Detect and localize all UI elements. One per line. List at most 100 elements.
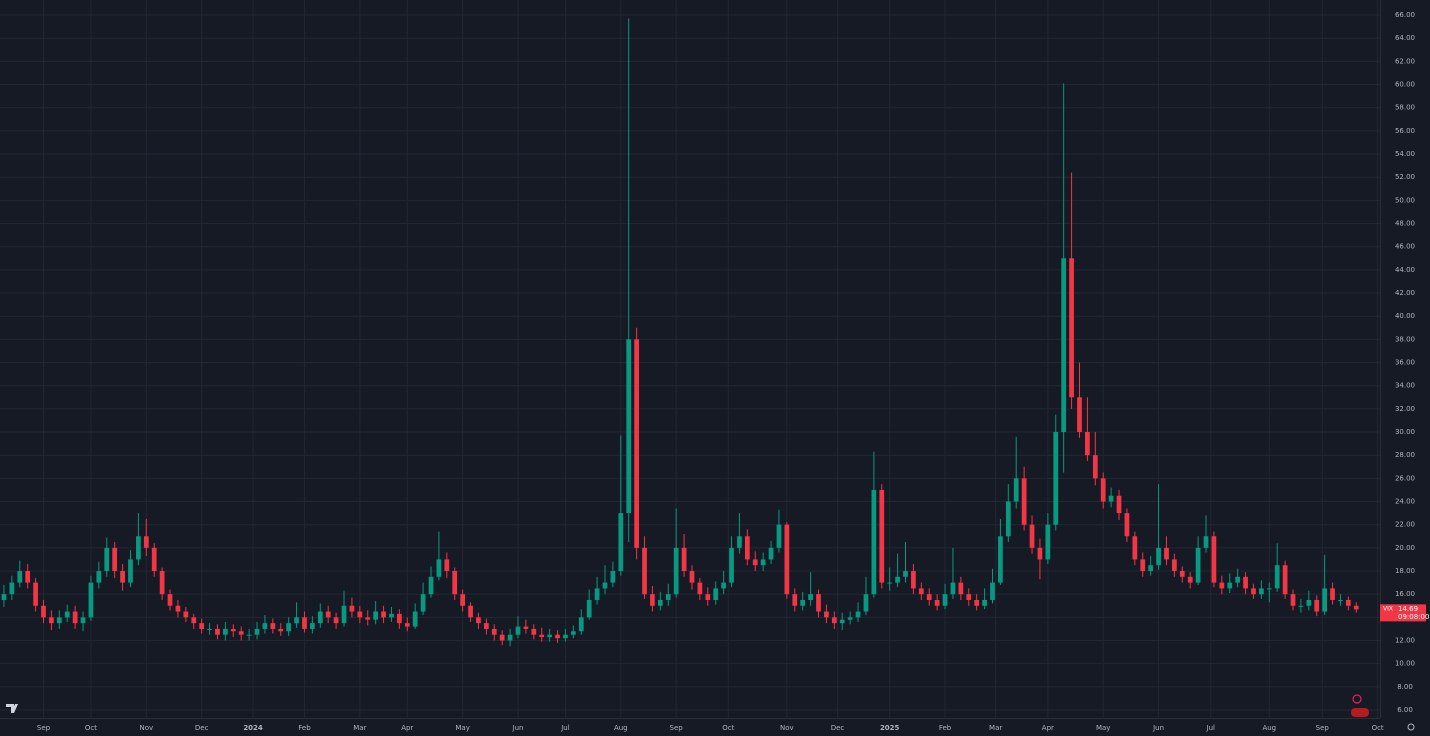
candle-body (9, 582, 15, 595)
candle-body (705, 594, 711, 600)
candle-body (523, 626, 529, 629)
candle-body (476, 617, 481, 624)
candle-body (1013, 478, 1019, 502)
candle-body (1259, 588, 1264, 595)
candle-body (966, 594, 972, 600)
candle-body (1330, 588, 1335, 600)
candle-body (958, 582, 964, 595)
candle-body (792, 594, 798, 606)
candle-body (1338, 599, 1343, 601)
y-tick-label: 16.00 (1395, 590, 1415, 598)
candle-body (1227, 582, 1233, 589)
candle-body (483, 623, 489, 629)
candle-body (555, 634, 560, 639)
candle-body (412, 611, 418, 627)
candles (1, 18, 1359, 647)
candle-body (1108, 495, 1114, 502)
y-tick-label: 48.00 (1395, 220, 1415, 228)
candle-body (895, 576, 900, 583)
y-tick-label: 58.00 (1395, 104, 1415, 112)
candle-body (365, 617, 371, 620)
y-tick-label: 36.00 (1395, 359, 1415, 367)
candle-body (175, 605, 181, 612)
candle-body (1085, 432, 1090, 456)
candle-body (1045, 524, 1051, 560)
candle-body (270, 623, 276, 629)
x-tick-label: May (1096, 724, 1110, 732)
y-tick-label: 6.00 (1397, 706, 1413, 714)
candle-body (317, 611, 323, 624)
candle-body (112, 547, 118, 572)
candle-body (1100, 478, 1106, 502)
candle-body (120, 571, 125, 583)
candle-body (657, 599, 663, 606)
candle-body (681, 547, 687, 572)
events-icon[interactable] (1351, 708, 1369, 717)
alert-icon[interactable] (1352, 694, 1362, 704)
x-tick-label: Jul (1206, 724, 1216, 732)
candle-body (199, 623, 205, 629)
candle-body (17, 571, 23, 583)
x-tick-label: May (455, 724, 469, 732)
candle-body (934, 599, 940, 606)
candle-body (151, 547, 157, 572)
candle-body (25, 571, 31, 583)
grid (0, 0, 1380, 718)
candle-body (713, 588, 719, 600)
candle-body (563, 634, 568, 639)
candle-body (72, 611, 78, 624)
x-tick-label: Jul (560, 724, 570, 732)
candle-body (246, 634, 252, 636)
candle-body (1179, 571, 1185, 577)
last-price-label: 14.69 (1398, 605, 1418, 613)
x-tick-label: Dec (195, 724, 209, 732)
y-tick-label: 20.00 (1395, 544, 1415, 552)
candle-body (531, 628, 537, 635)
candle-body (918, 588, 924, 595)
candle-body (357, 611, 363, 618)
candle-body (1211, 536, 1217, 583)
candle-body (1092, 455, 1098, 479)
candle-body (515, 626, 521, 635)
y-tick-label: 26.00 (1395, 474, 1415, 482)
candle-body (341, 605, 347, 624)
axes: 6.008.0010.0012.0014.0016.0018.0020.0022… (37, 11, 1430, 732)
candle-body (697, 582, 703, 595)
logo-mark (6, 704, 18, 713)
candle-body (586, 599, 592, 618)
candle-body (1187, 576, 1193, 583)
candle-body (760, 559, 766, 566)
y-tick-label: 38.00 (1395, 335, 1415, 343)
candle-body (1203, 536, 1209, 548)
candle-body (1298, 605, 1304, 607)
last-price-box (1380, 604, 1426, 622)
candle-body (41, 605, 46, 618)
candle-body (784, 524, 790, 595)
candle-body (871, 489, 877, 595)
candle-body (444, 559, 450, 572)
candle-body (215, 628, 220, 635)
candle-body (1345, 599, 1351, 606)
candle-body (349, 605, 355, 612)
candle-body (183, 611, 189, 618)
x-tick-label: Jun (512, 724, 524, 732)
footer-icons[interactable] (1351, 694, 1415, 731)
x-tick-label: Nov (139, 724, 153, 732)
candle-body (56, 617, 62, 624)
x-tick-label: 2025 (880, 724, 900, 732)
candle-body (223, 628, 228, 635)
candle-body (404, 623, 410, 627)
candle-body (737, 536, 742, 548)
y-tick-label: 64.00 (1395, 34, 1415, 42)
candle-body (1306, 599, 1312, 606)
candle-body (80, 617, 86, 624)
candle-body (396, 613, 402, 624)
candle-body (167, 594, 173, 606)
settings-icon[interactable] (1407, 723, 1415, 731)
candle-body (990, 582, 995, 600)
y-tick-label: 34.00 (1395, 382, 1415, 390)
candle-body (436, 559, 442, 577)
candle-body (254, 628, 260, 635)
